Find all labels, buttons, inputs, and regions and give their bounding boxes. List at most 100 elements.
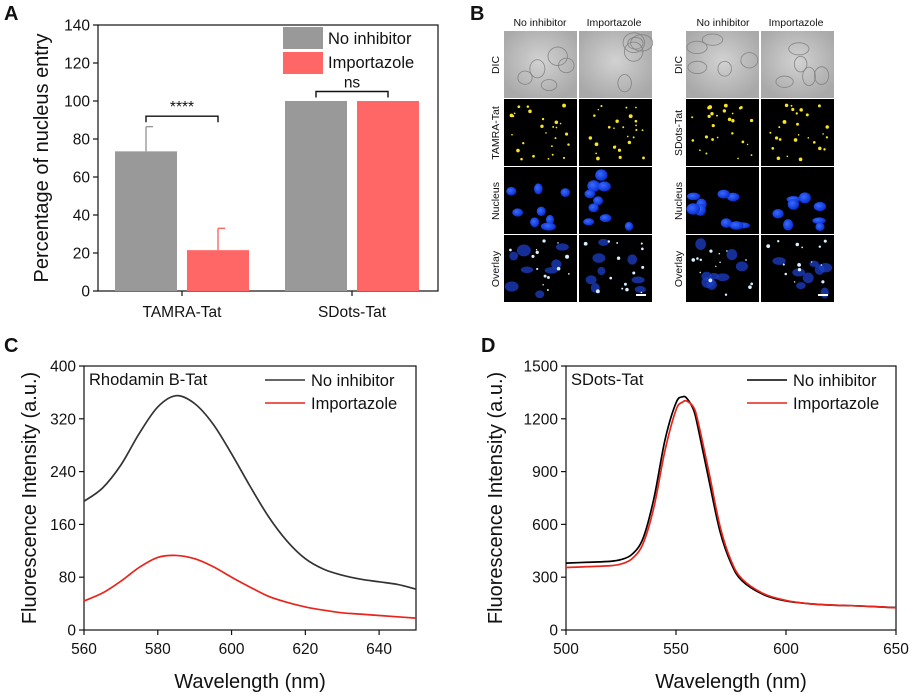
fluorescent-spot	[609, 276, 613, 280]
fluorescent-spot	[535, 248, 538, 251]
x-category-label: TAMRA-Tat	[143, 304, 223, 321]
fluorescent-spot	[718, 252, 721, 255]
fluorescent-spot	[825, 125, 829, 129]
fluorescent-spot	[642, 156, 645, 160]
micrograph-background	[686, 31, 759, 98]
nucleus-blob	[802, 272, 814, 284]
cell-outline	[793, 55, 808, 73]
nucleus-blob	[796, 282, 806, 290]
col-label-left-no-inhibitor: No inhibitor	[513, 17, 567, 29]
legend-label-importazole: Importazole	[328, 54, 414, 72]
line-no-inhibitor	[83, 394, 417, 590]
fluorescent-spot	[627, 140, 632, 145]
fluorescent-spot	[588, 136, 593, 140]
fluorescent-spot	[750, 282, 754, 286]
fluorescent-spot	[547, 157, 550, 160]
fluorescent-spot	[778, 138, 782, 141]
legend-label-importazole-c: Importazole	[311, 395, 397, 413]
fluorescent-spot	[716, 114, 718, 117]
series-lines-c	[83, 394, 417, 619]
fluorescent-spot	[793, 138, 798, 142]
nucleus-blob	[809, 260, 819, 267]
micrograph-dots	[686, 99, 759, 166]
micrograph-overlay	[686, 235, 759, 302]
x-tick-label: 580	[145, 641, 171, 658]
nucleus-blob	[509, 251, 519, 261]
x-tick-label: 620	[292, 641, 318, 658]
y-tick-label: 100	[64, 94, 90, 111]
fluorescent-spot	[786, 155, 789, 158]
micrograph-background	[686, 99, 759, 166]
nucleus-blob	[812, 217, 826, 224]
nucleus-blob	[627, 254, 638, 265]
fluorescent-spot	[543, 274, 547, 278]
fluorescent-spot	[709, 249, 713, 253]
nucleus-blob	[597, 266, 606, 276]
fluorescent-spot	[509, 248, 512, 252]
nucleus-blob	[726, 192, 740, 202]
nucleus-blob	[535, 290, 545, 299]
micrograph-background	[761, 99, 834, 166]
nucleus-blob	[536, 206, 546, 217]
micrograph-dots	[761, 99, 834, 166]
line-no-inhibitor	[565, 395, 897, 609]
fluorescent-spot	[628, 114, 633, 119]
cell-outline	[558, 57, 575, 74]
nucleus-blob	[729, 221, 744, 230]
fluorescent-spot	[731, 112, 734, 115]
fluorescent-spot	[546, 289, 549, 292]
fluorescent-spot	[722, 109, 727, 113]
cell-outline	[517, 70, 533, 85]
fluorescent-spot	[708, 105, 713, 110]
x-tick-label: 600	[219, 641, 245, 658]
y-tick-label: 140	[64, 18, 90, 35]
fluorescent-spot	[635, 106, 637, 109]
fluorescent-spot	[795, 112, 798, 115]
y-axis-title-d: Fluorescence Intensity (a.u.)	[485, 372, 507, 624]
bar-importazole-tamra-tat	[187, 250, 249, 291]
fluorescent-spot	[551, 153, 554, 156]
fluorescent-spot	[554, 137, 557, 140]
y-tick-label: 160	[50, 517, 76, 534]
panel-c: C 0 80 160 240 320 400 560 580 600 620 640 Fluores…	[4, 335, 417, 693]
significance-bracket	[315, 90, 389, 98]
y-tick-label: 0	[67, 623, 76, 640]
micrograph-background	[761, 31, 834, 98]
x-tick-label: 640	[366, 641, 392, 658]
nucleus-blob	[595, 169, 608, 181]
fluorescent-spot	[593, 114, 596, 117]
micrograph-overlay	[579, 235, 652, 302]
fluorescent-spot	[613, 127, 615, 130]
nucleus-blob	[530, 217, 540, 228]
nucleus-blob	[598, 238, 609, 246]
cell-outline	[617, 74, 632, 93]
fluorescent-spot	[741, 140, 745, 144]
nucleus-blob	[792, 268, 806, 277]
fluorescent-spot	[797, 134, 800, 136]
fluorescent-spot	[727, 117, 732, 122]
cell-outline	[687, 60, 708, 74]
micrograph-overlay	[504, 235, 577, 302]
row-label-left-dic: DIC	[490, 56, 502, 75]
fluorescent-spot	[624, 282, 627, 286]
nucleus-blob	[599, 214, 612, 223]
nucleus-blob	[772, 209, 784, 219]
fluorescent-spot	[699, 258, 703, 262]
y-tick-label: 1500	[524, 359, 559, 376]
panel-letter-a: A	[4, 3, 18, 25]
fluorescent-spot	[528, 109, 532, 114]
fluorescent-spot	[750, 154, 753, 156]
x-tick-label: 650	[883, 641, 909, 658]
fluorescent-spot	[545, 132, 547, 134]
legend-swatch-no-inhibitor	[283, 27, 323, 49]
nucleus-blob	[783, 219, 794, 231]
nucleus-blob	[504, 281, 519, 292]
y-tick-label: 60	[73, 170, 91, 187]
fluorescent-spot	[565, 132, 569, 136]
nucleus-blob	[772, 257, 786, 265]
fluorescent-spot	[748, 285, 752, 289]
fluorescent-spot	[795, 242, 800, 247]
fluorescent-spot	[793, 281, 796, 283]
nucleus-blob	[701, 276, 715, 289]
micrograph-background	[504, 167, 577, 234]
